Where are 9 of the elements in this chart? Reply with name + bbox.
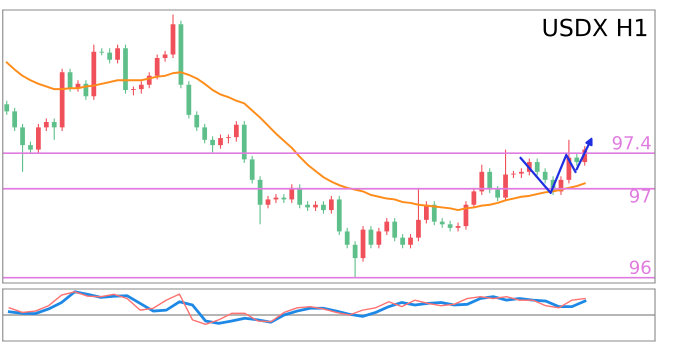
ref-line-label: 96 bbox=[630, 260, 651, 274]
candlestick bbox=[305, 200, 310, 212]
chart-title: USDX H1 bbox=[544, 18, 646, 36]
candlestick bbox=[456, 222, 460, 232]
ref-line-label: 97.4 bbox=[612, 136, 651, 150]
candlestick bbox=[226, 134, 231, 144]
candlestick bbox=[313, 200, 318, 212]
candlestick bbox=[274, 194, 278, 204]
candlestick bbox=[131, 86, 136, 96]
